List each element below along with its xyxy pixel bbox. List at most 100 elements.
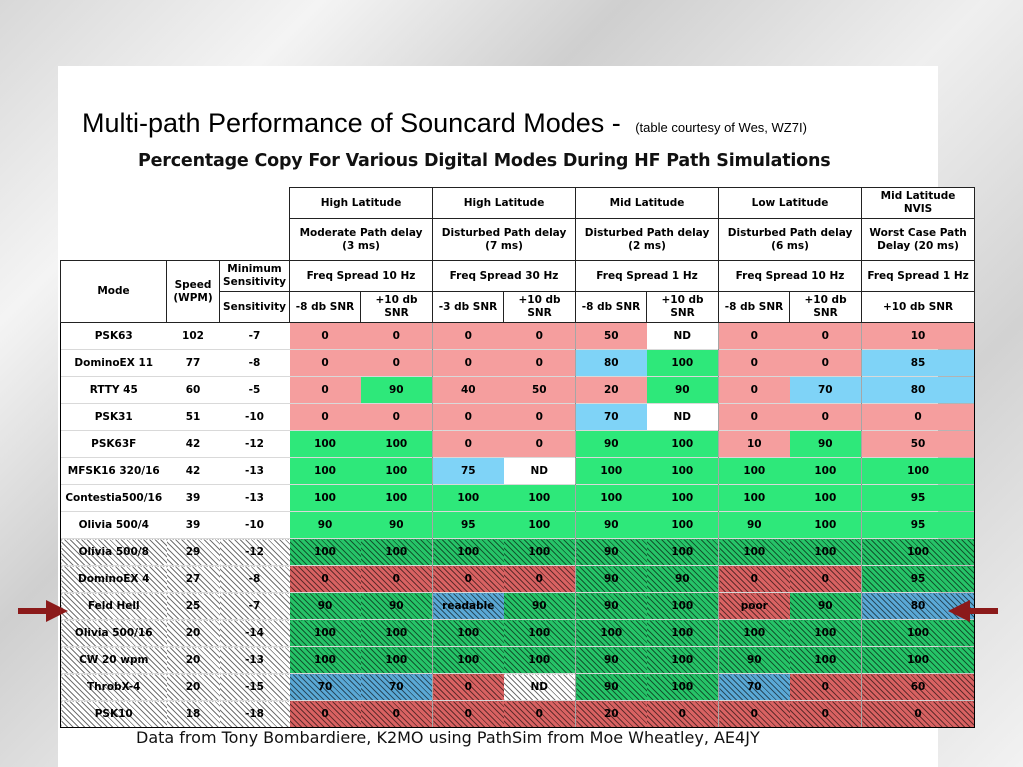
table-row: ThrobX-4 20 -15 70 70 0 ND 90 100 70 0 60 — [60, 673, 976, 701]
sensitivity-value: -15 — [219, 673, 290, 701]
copy-percent-cell: 90 — [575, 430, 647, 458]
copy-percent-cell: 0 — [289, 700, 361, 728]
copy-percent-cell: 40 — [432, 376, 504, 404]
speed-value: 20 — [166, 646, 220, 674]
mode-name: PSK63F — [60, 430, 167, 458]
copy-percent-cell: 0 — [718, 376, 790, 404]
copy-percent-cell: 0 — [503, 565, 577, 593]
blank-corner — [61, 188, 290, 261]
copy-percent-cell: 100 — [360, 430, 434, 458]
copy-percent-cell: 0 — [503, 403, 577, 431]
speed-value: 51 — [166, 403, 220, 431]
sensitivity-value: -7 — [219, 322, 290, 350]
sensitivity-value: -10 — [219, 511, 290, 539]
header-path-delay: Worst Case Path Delay (20 ms) — [861, 218, 976, 261]
copy-percent-cell: 100 — [503, 538, 577, 566]
copy-percent-cell: 80 — [861, 376, 976, 404]
copy-percent-cell: 100 — [575, 619, 647, 647]
copy-percent-cell: 100 — [718, 484, 790, 512]
copy-percent-cell: 70 — [289, 673, 361, 701]
speed-value: 25 — [166, 592, 220, 620]
copy-percent-cell: 0 — [289, 322, 361, 350]
copy-percent-cell: 0 — [861, 700, 976, 728]
copy-percent-cell: 0 — [432, 430, 504, 458]
copy-percent-cell: 100 — [360, 619, 434, 647]
copy-percent-cell: 90 — [575, 646, 647, 674]
sensitivity-value: -7 — [219, 592, 290, 620]
copy-percent-cell: ND — [503, 673, 577, 701]
copy-percent-cell: 100 — [432, 484, 504, 512]
copy-percent-cell: 0 — [432, 565, 504, 593]
header-snr: -8 db SNR — [718, 291, 791, 323]
header-snr: +10 db SNR — [789, 291, 863, 323]
copy-percent-cell: 100 — [789, 619, 863, 647]
copy-percent-cell: 100 — [718, 619, 790, 647]
copy-percent-cell: 90 — [289, 592, 361, 620]
mode-name: Olivia 500/4 — [60, 511, 167, 539]
mode-name: RTTY 45 — [60, 376, 167, 404]
mode-name: Feld Hell — [60, 592, 167, 620]
copy-percent-cell: 85 — [861, 349, 976, 377]
copy-percent-cell: 0 — [789, 349, 863, 377]
table-row: Olivia 500/8 29 -12 100 100 100 100 90 100 100 100… — [60, 538, 976, 566]
header-snr: +10 db SNR — [503, 291, 577, 323]
copy-percent-cell: 100 — [789, 538, 863, 566]
header-freq-spread: Freq Spread 10 Hz — [718, 260, 863, 292]
copy-percent-cell: 50 — [575, 322, 647, 350]
mode-name: Olivia 500/16 — [60, 619, 167, 647]
copy-percent-cell: 0 — [503, 349, 577, 377]
copy-percent-cell: 100 — [503, 646, 577, 674]
copy-percent-cell: 100 — [718, 457, 790, 485]
arrow-right-icon — [18, 600, 68, 622]
slide-title-credit: (table courtesy of Wes, WZ7I) — [635, 120, 807, 135]
copy-percent-cell: 90 — [789, 592, 863, 620]
copy-percent-cell: 0 — [718, 565, 790, 593]
copy-percent-cell: 90 — [360, 376, 434, 404]
arrow-left-icon — [948, 600, 998, 622]
copy-percent-cell: 0 — [360, 349, 434, 377]
copy-percent-cell: 60 — [861, 673, 976, 701]
copy-percent-cell: 90 — [575, 538, 647, 566]
mode-name: CW 20 wpm — [60, 646, 167, 674]
copy-percent-cell: 90 — [360, 511, 434, 539]
header-path-delay: Disturbed Path delay (6 ms) — [718, 218, 863, 261]
copy-percent-cell: 100 — [789, 457, 863, 485]
table-row: Feld Hell 25 -7 90 90 readable 90 90 100 poor 90 80 — [60, 592, 976, 620]
copy-percent-cell: 100 — [861, 619, 976, 647]
copy-percent-cell: 0 — [503, 322, 577, 350]
table-row: PSK10 18 -18 0 0 0 0 20 0 0 0 0 — [60, 700, 976, 728]
copy-percent-cell: 100 — [861, 457, 976, 485]
copy-percent-cell: 70 — [789, 376, 863, 404]
copy-percent-cell: 0 — [789, 565, 863, 593]
copy-percent-cell: 0 — [360, 700, 434, 728]
copy-percent-cell: 0 — [789, 673, 863, 701]
header-path-delay: Disturbed Path delay (2 ms) — [575, 218, 720, 261]
table-row: Olivia 500/16 20 -14 100 100 100 100 100 100 100 1… — [60, 619, 976, 647]
copy-percent-cell: 0 — [503, 700, 577, 728]
header-freq-spread: Freq Spread 10 Hz — [289, 260, 434, 292]
copy-percent-cell: 0 — [360, 565, 434, 593]
copy-percent-cell: poor — [718, 592, 790, 620]
mode-name: PSK63 — [60, 322, 167, 350]
copy-percent-cell: 90 — [503, 592, 577, 620]
copy-percent-cell: 100 — [432, 646, 504, 674]
copy-percent-cell: 100 — [861, 538, 976, 566]
copy-percent-cell: 0 — [289, 349, 361, 377]
copy-percent-cell: 20 — [575, 700, 647, 728]
copy-percent-cell: 95 — [861, 565, 976, 593]
mode-name: DominoEX 11 — [60, 349, 167, 377]
copy-percent-cell: 100 — [789, 511, 863, 539]
header-snr: -3 db SNR — [432, 291, 505, 323]
copy-percent-cell: 100 — [789, 646, 863, 674]
speed-value: 42 — [166, 430, 220, 458]
copy-percent-cell: ND — [503, 457, 577, 485]
copy-percent-cell: 100 — [646, 538, 720, 566]
copy-percent-cell: 70 — [575, 403, 647, 431]
copy-percent-cell: 90 — [718, 511, 790, 539]
copy-percent-cell: 90 — [646, 565, 720, 593]
copy-percent-cell: 0 — [289, 376, 361, 404]
header-region: High Latitude — [289, 187, 434, 219]
speed-value: 20 — [166, 619, 220, 647]
copy-percent-cell: 100 — [432, 619, 504, 647]
copy-percent-cell: 10 — [861, 322, 976, 350]
